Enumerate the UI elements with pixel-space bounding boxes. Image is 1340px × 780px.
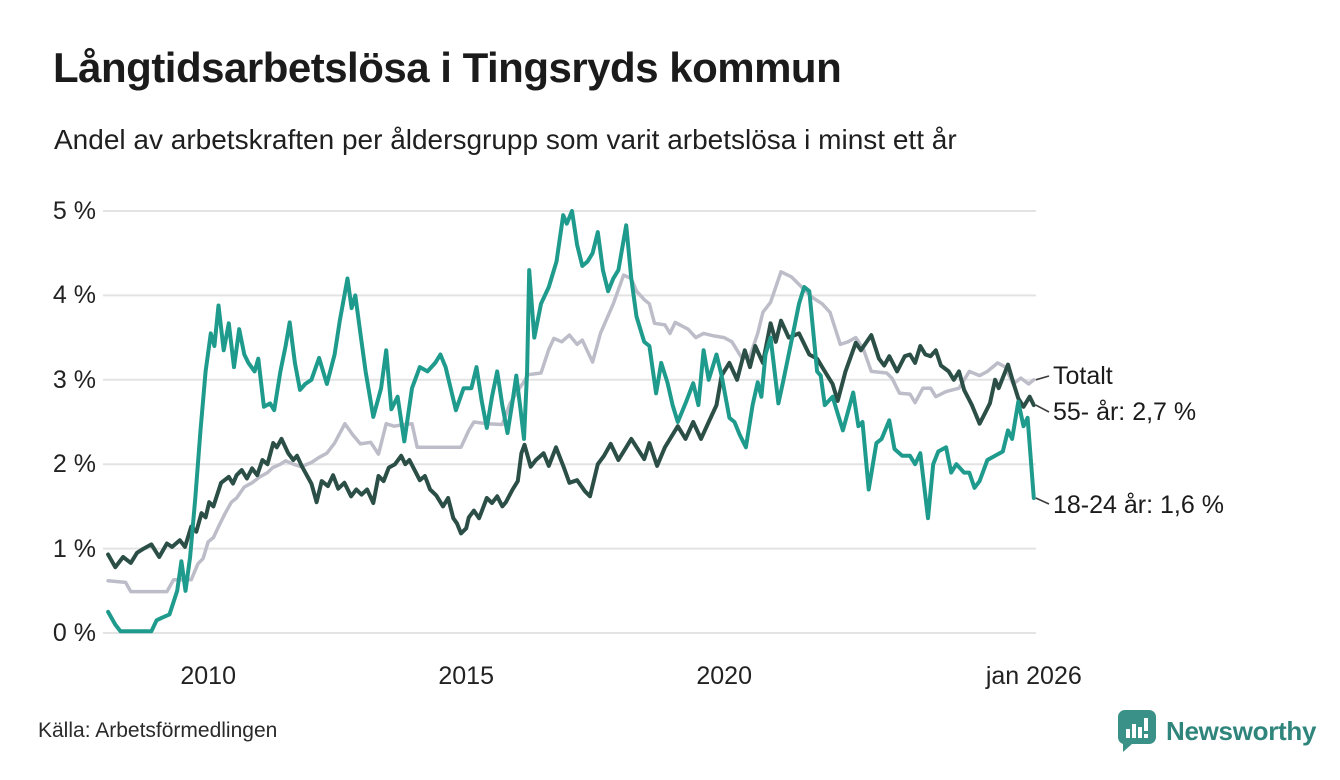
annotation-leader-line	[1035, 404, 1050, 413]
y-tick-label: 0 %	[52, 619, 96, 647]
series-end-label-18-24: 18-24 år: 1,6 %	[1053, 491, 1224, 519]
series-line-18-24-r	[106, 209, 1036, 634]
brand-logo: Newsworthy	[1117, 709, 1316, 753]
x-tick-label: 2010	[180, 662, 236, 690]
x-tick-label: 2015	[438, 662, 494, 690]
series-end-label-totalt: Totalt	[1053, 362, 1113, 390]
page-subtitle: Andel av arbetskraften per åldersgrupp s…	[54, 124, 957, 155]
series-line-55-r	[106, 318, 1036, 570]
source-note: Källa: Arbetsförmedlingen	[38, 719, 278, 742]
newsworthy-icon	[1117, 709, 1157, 753]
x-tick-label: jan 2026	[985, 662, 1082, 690]
x-tick-label: 2020	[696, 662, 752, 690]
series-end-label-55: 55- år: 2,7 %	[1053, 398, 1197, 426]
y-tick-label: 5 %	[52, 197, 96, 225]
y-tick-label: 2 %	[52, 450, 96, 479]
brand-name: Newsworthy	[1166, 715, 1317, 746]
y-tick-label: 4 %	[52, 281, 96, 310]
annotation-leader-line	[1035, 375, 1050, 381]
page-title: Långtidsarbetslösa i Tingsryds kommun	[53, 44, 842, 91]
y-tick-label: 1 %	[52, 534, 96, 563]
y-tick-label: 3 %	[52, 365, 96, 394]
series-line-totalt	[106, 270, 1036, 594]
annotation-leader-line	[1035, 497, 1050, 505]
